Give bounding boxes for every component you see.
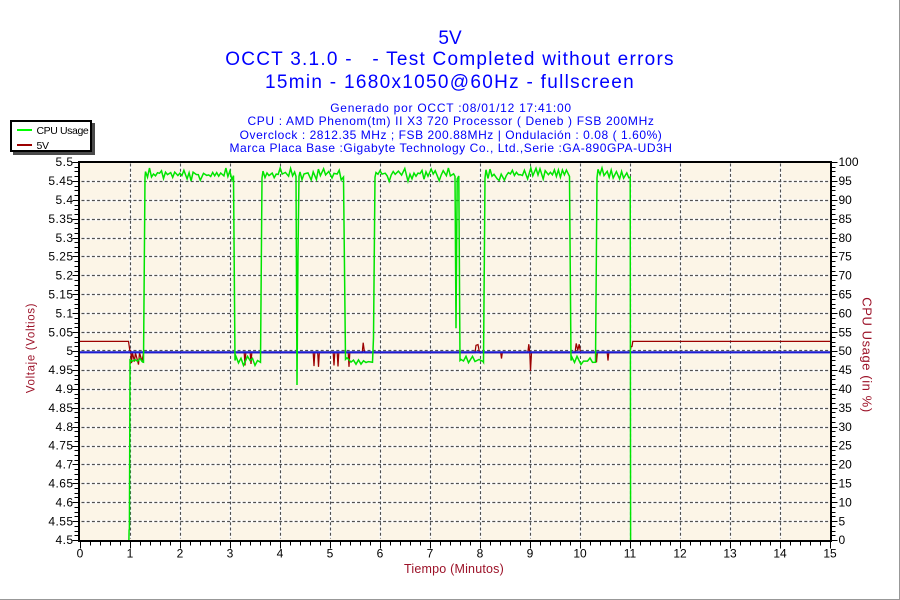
svg-text:50: 50 <box>839 344 853 358</box>
svg-text:Tiempo (Minutos): Tiempo (Minutos) <box>404 562 504 576</box>
svg-text:5.35: 5.35 <box>48 212 73 226</box>
svg-text:75: 75 <box>839 250 853 264</box>
svg-text:4.95: 4.95 <box>48 363 73 377</box>
svg-text:85: 85 <box>839 212 853 226</box>
svg-text:55: 55 <box>839 325 853 339</box>
svg-text:100: 100 <box>839 155 859 169</box>
svg-text:11: 11 <box>624 547 637 561</box>
svg-text:5.3: 5.3 <box>55 231 73 245</box>
svg-text:12: 12 <box>673 547 687 561</box>
svg-text:5.05: 5.05 <box>48 325 73 339</box>
svg-text:1: 1 <box>127 547 134 561</box>
svg-text:8: 8 <box>477 547 484 561</box>
svg-text:4.6: 4.6 <box>55 495 73 509</box>
svg-text:7: 7 <box>427 547 434 561</box>
svg-text:65: 65 <box>839 288 853 302</box>
svg-text:5.15: 5.15 <box>48 288 73 302</box>
svg-text:70: 70 <box>839 269 853 283</box>
svg-text:CPU Usage (in %): CPU Usage (in %) <box>860 297 875 412</box>
svg-text:5: 5 <box>839 514 846 528</box>
svg-text:6: 6 <box>377 547 384 561</box>
svg-text:4.85: 4.85 <box>48 401 73 415</box>
svg-text:Voltaje (Voltios): Voltaje (Voltios) <box>26 303 38 393</box>
svg-text:5.25: 5.25 <box>48 250 73 264</box>
svg-text:60: 60 <box>839 306 853 320</box>
svg-text:15: 15 <box>823 547 837 561</box>
svg-text:45: 45 <box>839 363 853 377</box>
svg-text:80: 80 <box>839 231 853 245</box>
svg-text:4.75: 4.75 <box>48 439 73 453</box>
svg-text:90: 90 <box>839 193 853 207</box>
svg-text:4: 4 <box>277 547 284 561</box>
svg-text:9: 9 <box>527 547 534 561</box>
svg-text:4.55: 4.55 <box>48 514 73 528</box>
svg-text:25: 25 <box>839 439 853 453</box>
svg-text:0: 0 <box>77 547 84 561</box>
svg-text:40: 40 <box>839 382 853 396</box>
svg-text:4.8: 4.8 <box>55 420 73 434</box>
svg-text:20: 20 <box>839 458 853 472</box>
svg-text:3: 3 <box>227 547 234 561</box>
svg-text:5.45: 5.45 <box>48 174 73 188</box>
svg-text:15: 15 <box>839 477 853 491</box>
svg-text:5.2: 5.2 <box>55 269 73 283</box>
svg-text:13: 13 <box>723 547 737 561</box>
svg-text:4.7: 4.7 <box>55 458 73 472</box>
svg-text:5.1: 5.1 <box>55 306 73 320</box>
svg-text:5: 5 <box>327 547 334 561</box>
svg-text:4.5: 4.5 <box>55 533 73 547</box>
svg-text:0: 0 <box>839 533 846 547</box>
svg-text:10: 10 <box>573 547 587 561</box>
svg-text:10: 10 <box>839 495 853 509</box>
svg-text:5.4: 5.4 <box>55 193 73 207</box>
svg-text:35: 35 <box>839 401 853 415</box>
svg-text:14: 14 <box>773 547 787 561</box>
svg-text:4.9: 4.9 <box>55 382 73 396</box>
svg-text:5.5: 5.5 <box>55 155 73 169</box>
svg-text:5: 5 <box>66 344 73 358</box>
svg-text:95: 95 <box>839 174 853 188</box>
svg-text:2: 2 <box>177 547 184 561</box>
svg-text:4.65: 4.65 <box>48 477 73 491</box>
svg-text:30: 30 <box>839 420 853 434</box>
